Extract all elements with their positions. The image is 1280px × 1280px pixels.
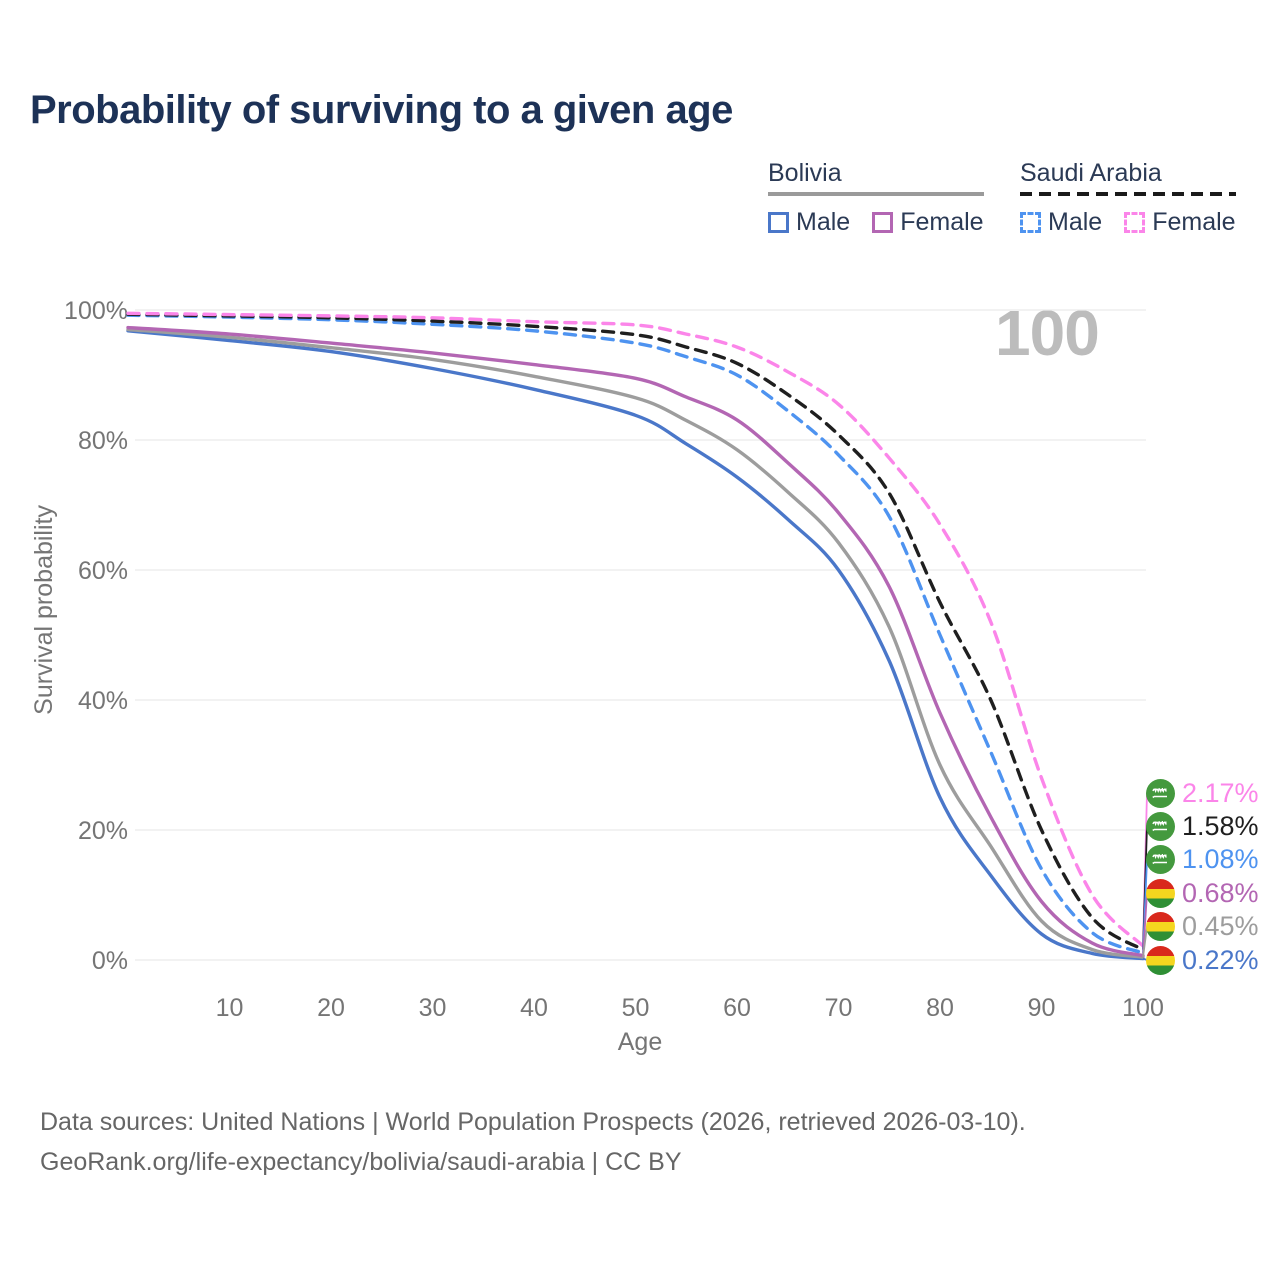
- x-axis-title-text: Age: [617, 1028, 663, 1056]
- x-tick-70: 70: [825, 994, 853, 1022]
- legend-label-bolivia-female: Female: [900, 207, 984, 236]
- end-label-value-bolivia-male: 0.22%: [1182, 944, 1259, 975]
- x-tick-100: 100: [1122, 994, 1164, 1022]
- curves: [126, 311, 1145, 961]
- legend-label-saudi-male: Male: [1048, 207, 1103, 236]
- y-tick-0%: 0%: [92, 947, 128, 975]
- x-tick-90: 90: [1028, 994, 1056, 1022]
- y-tick-100%: 100%: [64, 297, 128, 325]
- end-label-row-saudi-arabia-male: 1.08%: [1146, 844, 1259, 876]
- data-sources-note: Data sources: United Nations | World Pop…: [40, 1108, 1026, 1136]
- x-tick-20: 20: [317, 994, 345, 1022]
- y-tick-20%: 20%: [78, 817, 128, 845]
- curve-saudi-arabia-female: [126, 311, 1145, 948]
- legend-item-bolivia-female[interactable]: Female: [872, 207, 984, 237]
- x-tick-80: 80: [926, 994, 954, 1022]
- curve-bolivia-both-sexes: [126, 327, 1145, 959]
- page-title: Probability of surviving to a given age: [30, 88, 733, 132]
- end-label-value-saudi-arabia-female: 2.17%: [1182, 777, 1259, 808]
- legend-item-saudi-male[interactable]: Male: [1020, 208, 1102, 237]
- x-tick-40: 40: [520, 994, 548, 1022]
- curve-saudi-arabia-both-sexes: [126, 312, 1145, 952]
- attribution-note: GeoRank.org/life-expectancy/bolivia/saud…: [40, 1148, 682, 1176]
- legend-swatch-saudi-male-icon[interactable]: [1020, 211, 1041, 233]
- legend-header-saudi-arabia: Saudi Arabia: [1020, 159, 1162, 187]
- legend-underline-saudi-arabia: [1020, 191, 1236, 196]
- y-tick-40%: 40%: [78, 687, 128, 715]
- end-label-row-saudi-arabia-female: 2.17%: [1146, 777, 1259, 809]
- bolivia-flag-icon: [1146, 945, 1175, 975]
- saudi-arabia-flag-icon: [1146, 845, 1175, 875]
- legend-items-saudi-arabia: Male Female: [1020, 208, 1236, 237]
- age-watermark: 100: [995, 297, 1100, 369]
- end-label-row-saudi-arabia-both-sexes: 1.58%: [1146, 810, 1259, 842]
- end-label-row-bolivia-both-sexes: 0.45%: [1146, 911, 1259, 943]
- y-tick-60%: 60%: [78, 557, 128, 585]
- end-label-value-bolivia-female: 0.68%: [1182, 877, 1259, 908]
- bolivia-flag-icon: [1146, 878, 1175, 908]
- legend-label-bolivia-male: Male: [796, 207, 851, 236]
- x-tick-10: 10: [216, 994, 244, 1022]
- axis-tick-labels: 0% 20% 40% 60% 80% 100% 10 20 30 40 50 60 70 80 90 100: [64, 297, 1164, 1022]
- legend-items-bolivia: Male Female: [768, 208, 984, 237]
- legend-item-bolivia-male[interactable]: Male: [768, 208, 850, 237]
- legend-label-saudi-female: Female: [1152, 207, 1236, 236]
- end-label-value-saudi-arabia-both-sexes: 1.58%: [1182, 810, 1259, 841]
- x-tick-50: 50: [622, 994, 650, 1022]
- end-label-value-bolivia-both-sexes: 0.45%: [1182, 911, 1259, 942]
- x-tick-60: 60: [723, 994, 751, 1022]
- saudi-arabia-flag-icon: [1146, 811, 1175, 841]
- legend-swatch-bolivia-male-icon[interactable]: [768, 211, 789, 233]
- gridlines: [135, 309, 1146, 961]
- legend-header-bolivia: Bolivia: [768, 159, 842, 187]
- legend-item-saudi-female[interactable]: Female: [1124, 207, 1236, 237]
- legend-group-saudi-arabia: Saudi Arabia Male Female: [1020, 159, 1236, 237]
- end-label-row-bolivia-male: 0.22%: [1146, 944, 1259, 976]
- end-label-row-bolivia-female: 0.68%: [1146, 877, 1259, 909]
- bolivia-flag-icon: [1146, 912, 1175, 942]
- legend-group-bolivia: Bolivia Male Female: [768, 159, 984, 237]
- y-axis-title: Survival probability: [30, 505, 58, 715]
- curve-saudi-arabia-male: [126, 313, 1145, 955]
- end-label-value-saudi-arabia-male: 1.08%: [1182, 844, 1259, 875]
- x-tick-30: 30: [419, 994, 447, 1022]
- y-tick-80%: 80%: [78, 427, 128, 455]
- saudi-arabia-flag-icon: [1146, 778, 1175, 808]
- legend-swatch-saudi-female-icon[interactable]: [1124, 211, 1146, 233]
- x-axis-title: Age: [0, 1028, 1280, 1057]
- legend-underline-bolivia: [768, 191, 984, 196]
- legend-swatch-bolivia-female-icon[interactable]: [872, 211, 894, 233]
- curve-bolivia-female: [126, 325, 1145, 958]
- curve-bolivia-male: [126, 329, 1145, 961]
